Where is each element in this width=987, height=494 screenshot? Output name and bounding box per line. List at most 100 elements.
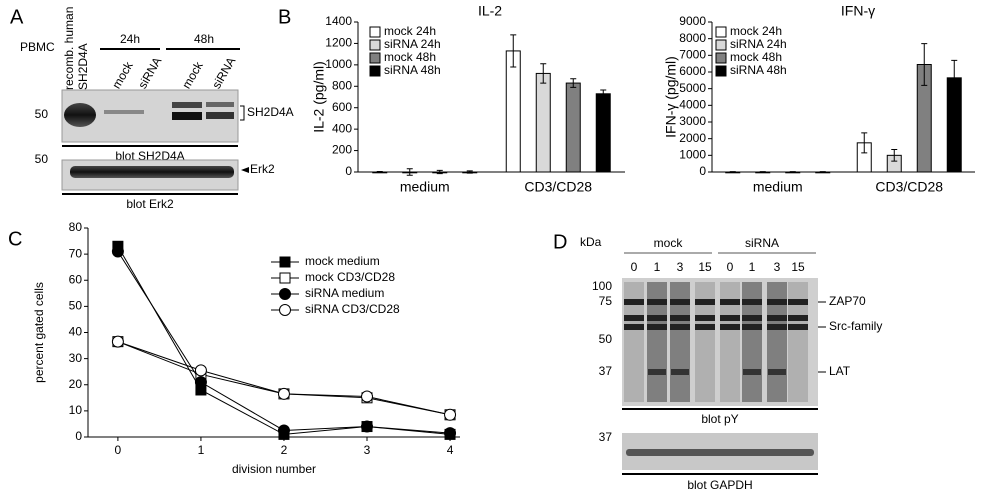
band bbox=[742, 324, 762, 330]
error-bar bbox=[600, 89, 607, 99]
bar bbox=[565, 82, 581, 173]
lane-smear bbox=[695, 282, 715, 402]
band bbox=[172, 112, 202, 120]
y-tick-label: 0 bbox=[345, 164, 352, 178]
lane-label: mock bbox=[179, 58, 206, 91]
mw-marker: 37 bbox=[599, 364, 613, 378]
band bbox=[695, 315, 715, 321]
bracket bbox=[240, 105, 245, 121]
band bbox=[671, 369, 689, 375]
mw-marker: 37 bbox=[599, 430, 613, 444]
band bbox=[720, 324, 740, 330]
band bbox=[626, 449, 814, 456]
marker bbox=[279, 256, 291, 268]
marker bbox=[444, 408, 457, 421]
band bbox=[206, 112, 234, 119]
band-label: Erk2 bbox=[250, 162, 275, 176]
y-tick-label: 200 bbox=[332, 143, 352, 157]
y-tick-label: 4000 bbox=[679, 98, 706, 112]
legend-swatch bbox=[369, 65, 381, 77]
y-tick-label: 8000 bbox=[679, 31, 706, 45]
bar bbox=[535, 72, 551, 173]
y-tick-label: 5000 bbox=[679, 81, 706, 95]
legend-label: siRNA 48h bbox=[384, 63, 441, 77]
legend-swatch bbox=[715, 52, 727, 64]
y-tick-label: 1200 bbox=[325, 36, 352, 50]
y-tick-label: 40 bbox=[69, 325, 83, 339]
lane-label: 1 bbox=[654, 260, 661, 274]
marker bbox=[277, 387, 290, 400]
bar bbox=[505, 50, 521, 173]
chart-title: IL-2 bbox=[478, 3, 502, 19]
legend-label: mock 24h bbox=[730, 24, 782, 38]
marker bbox=[194, 364, 207, 377]
y-tick-label: 1000 bbox=[325, 57, 352, 71]
band bbox=[624, 299, 644, 305]
mw-marker: 50 bbox=[35, 107, 49, 121]
marker bbox=[361, 420, 373, 433]
lane-label: 15 bbox=[791, 260, 805, 274]
y-tick-label: 0 bbox=[75, 429, 82, 443]
unit-label: kDa bbox=[580, 235, 602, 249]
x-tick-label: medium bbox=[400, 179, 450, 195]
band bbox=[767, 315, 787, 321]
band bbox=[624, 324, 644, 330]
error-bar bbox=[891, 149, 898, 162]
marker bbox=[277, 424, 290, 437]
error-bar bbox=[861, 132, 868, 154]
y-tick-label: 600 bbox=[332, 100, 352, 114]
legend-swatch bbox=[369, 39, 381, 51]
band bbox=[647, 324, 667, 330]
error-bar bbox=[540, 63, 547, 84]
error-bar bbox=[759, 171, 766, 173]
blot-caption: blot Erk2 bbox=[126, 197, 174, 211]
x-axis-label: division number bbox=[232, 462, 316, 476]
blot-a: PBMC recomb. human SH2D4A 24h 48h mock s… bbox=[20, 7, 294, 212]
error-bar bbox=[466, 170, 473, 174]
y-tick-label: 1400 bbox=[325, 14, 352, 28]
y-tick-label: 30 bbox=[69, 351, 83, 365]
band bbox=[670, 324, 690, 330]
lane-label: 0 bbox=[727, 260, 734, 274]
panel-label: A bbox=[10, 6, 24, 28]
y-axis-label: IL-2 (pg/ml) bbox=[311, 61, 327, 133]
group-label: mock bbox=[654, 236, 684, 250]
marker bbox=[444, 427, 457, 440]
marker bbox=[111, 335, 124, 348]
band-label: ZAP70 bbox=[829, 294, 866, 308]
lane-label: siRNA bbox=[209, 55, 238, 91]
lane-label: siRNA bbox=[135, 55, 164, 91]
x-tick-label: medium bbox=[753, 179, 803, 195]
band bbox=[788, 315, 808, 321]
error-bar bbox=[789, 171, 796, 173]
lane-label: 1 bbox=[749, 260, 756, 274]
marker bbox=[279, 288, 291, 300]
lane-label: 15 bbox=[698, 260, 712, 274]
panel-label: B bbox=[278, 6, 291, 28]
blot-d: kDa mock siRNA 100 75 50 37 ZAP70 Src-fa… bbox=[580, 235, 882, 492]
error-bar bbox=[406, 168, 413, 176]
y-tick-label: 7000 bbox=[679, 48, 706, 62]
legend-label: siRNA 24h bbox=[730, 37, 787, 51]
blot-caption: blot pY bbox=[701, 412, 738, 426]
error-bar bbox=[436, 169, 443, 175]
error-bar bbox=[376, 170, 383, 174]
band bbox=[788, 324, 808, 330]
time-label: 24h bbox=[120, 32, 140, 46]
marker bbox=[279, 272, 291, 284]
band bbox=[742, 299, 762, 305]
y-tick-label: 3000 bbox=[679, 114, 706, 128]
mw-marker: 50 bbox=[35, 152, 49, 166]
lane-smear bbox=[720, 282, 740, 402]
pbmc-label: PBMC bbox=[20, 40, 55, 54]
band bbox=[695, 324, 715, 330]
band bbox=[670, 315, 690, 321]
lane-label: mock bbox=[109, 58, 136, 91]
line bbox=[117, 341, 451, 416]
chart-title: IFN-γ bbox=[841, 3, 875, 19]
band-label: SH2D4A bbox=[247, 105, 294, 119]
band bbox=[624, 315, 644, 321]
time-label: 48h bbox=[194, 32, 214, 46]
band bbox=[70, 166, 234, 178]
error-bar bbox=[921, 43, 928, 86]
